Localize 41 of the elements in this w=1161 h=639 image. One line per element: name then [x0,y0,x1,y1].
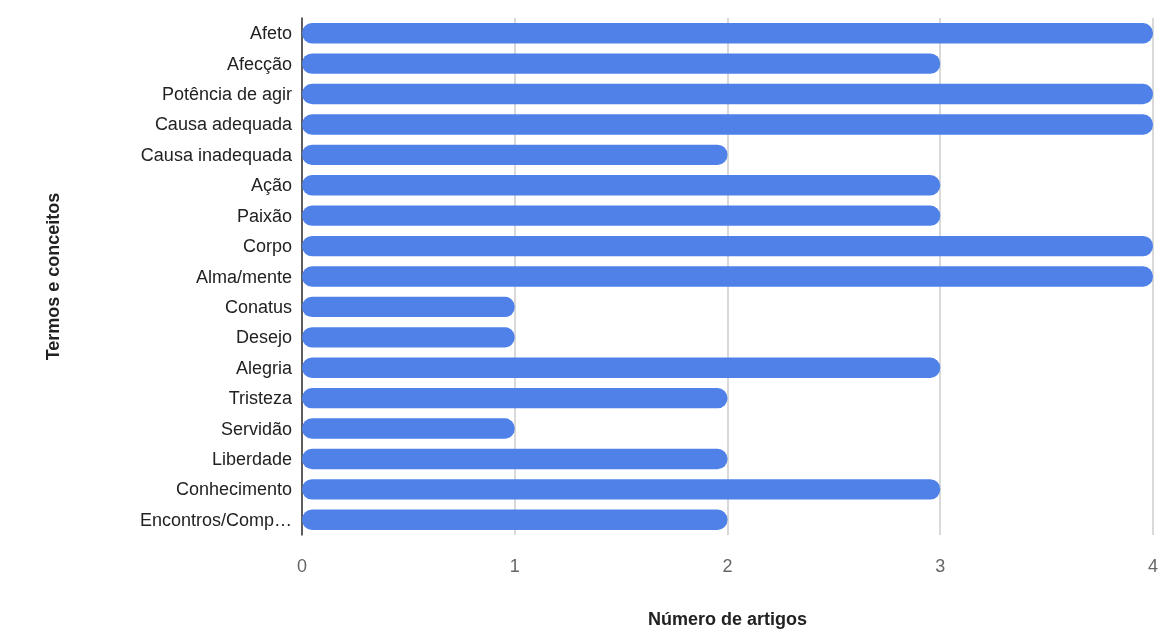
x-axis-title: Número de artigos [647,609,808,629]
bar [302,144,728,166]
x-tick-label: 3 [935,556,946,576]
x-tick-label: 1 [509,556,520,576]
y-tick-label: Liberdade [211,448,292,469]
bar [302,205,941,226]
x-tick-label: 2 [722,556,733,576]
bar [302,175,941,196]
bar [302,23,1153,44]
y-tick-label: Paixão [236,205,292,226]
y-tick-label: Conhecimento [175,479,292,500]
y-tick-label: Potência de agir [161,84,292,105]
bar [302,235,1153,257]
bar [302,509,728,530]
bar [302,296,515,318]
bar [302,114,1153,135]
y-tick-label: Causa inadequada [140,144,293,165]
y-tick-label: Alma/mente [195,266,292,287]
bar [302,266,1153,287]
y-tick-label: Desejo [235,327,292,348]
y-tick-label: Tristeza [228,388,293,409]
y-tick-label: Ação [250,175,292,196]
bar [302,327,515,348]
y-tick-label: Corpo [242,236,292,257]
bar [302,53,941,74]
y-tick-label: Conatus [224,296,292,317]
bar [302,83,1153,105]
y-tick-label: Servidão [220,418,292,439]
bar [302,479,941,500]
y-tick-label: Causa adequada [154,114,293,135]
y-tick-label: Alegria [235,357,293,378]
y-tick-label: Encontros/Comp… [139,509,292,530]
y-axis-title: Termos e conceitos [43,192,63,361]
y-tick-label: Afecção [226,53,292,74]
x-tick-label: 4 [1147,556,1158,576]
y-tick-label: Afeto [249,23,292,44]
x-tick-label: 0 [296,556,308,576]
bar [302,448,728,470]
bar [302,387,728,409]
bar [302,418,515,439]
bar [302,357,941,378]
